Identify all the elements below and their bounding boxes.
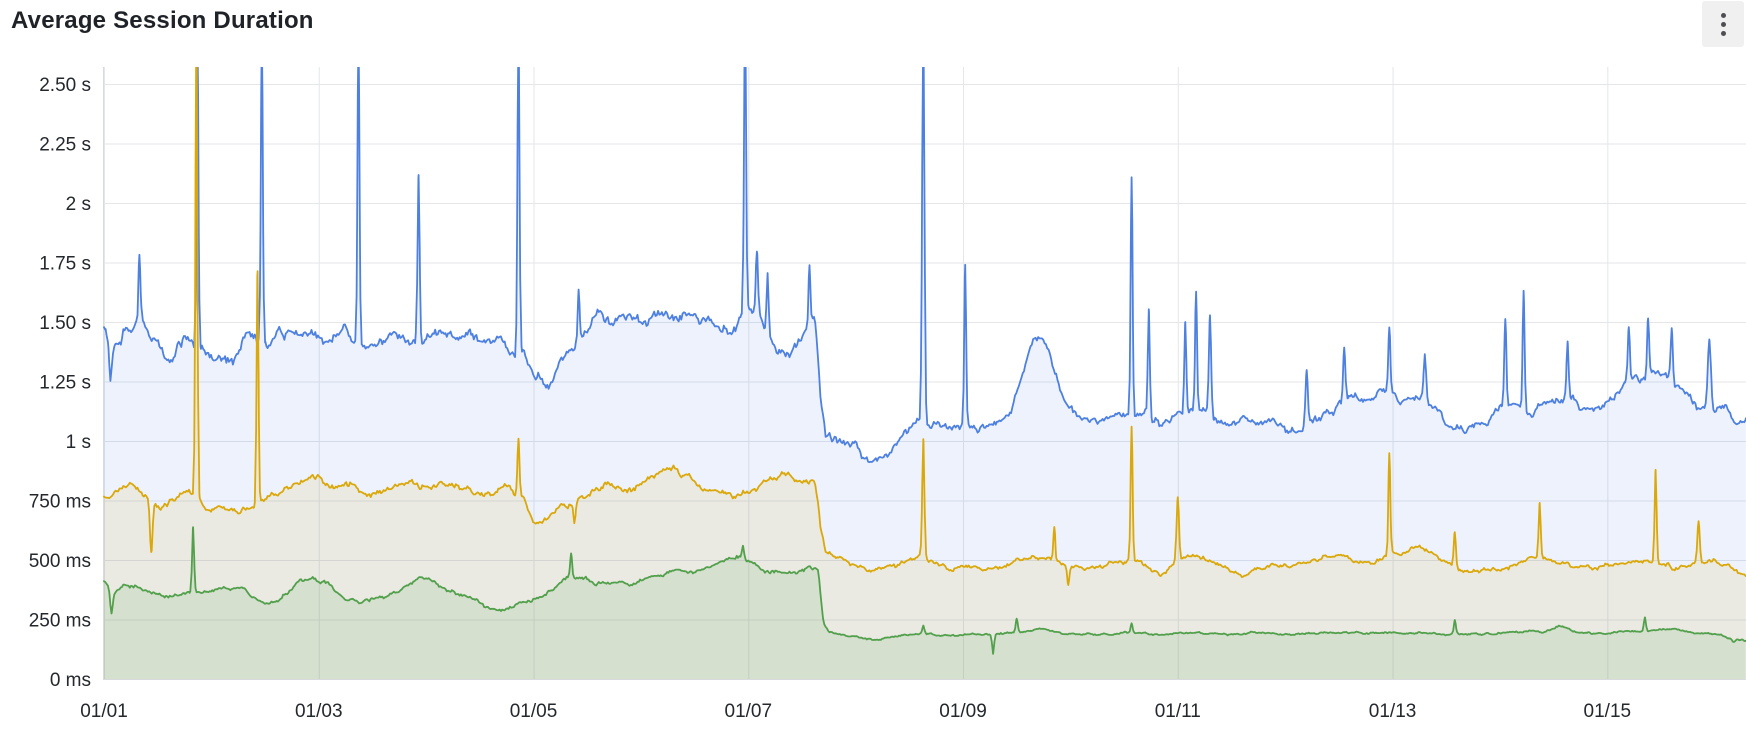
y-tick-label: 1 s bbox=[66, 432, 91, 453]
y-tick-label: 2.50 s bbox=[39, 75, 91, 96]
series-lines bbox=[103, 67, 1746, 655]
x-tick-label: 01/09 bbox=[939, 701, 987, 722]
grid-lines bbox=[103, 67, 1746, 680]
y-tick-label: 500 ms bbox=[29, 551, 91, 572]
y-tick-label: 750 ms bbox=[29, 492, 91, 513]
y-tick-label: 1.50 s bbox=[39, 313, 91, 334]
series-blue-area bbox=[104, 67, 1746, 679]
panel-title: Average Session Duration bbox=[11, 7, 314, 34]
y-tick-label: 250 ms bbox=[29, 611, 91, 632]
series-green-area bbox=[104, 527, 1746, 679]
series-yellow-area bbox=[104, 67, 1746, 679]
x-tick-label: 01/01 bbox=[80, 701, 128, 722]
kebab-vertical-icon bbox=[1720, 12, 1726, 36]
y-tick-label: 1.25 s bbox=[39, 373, 91, 394]
x-tick-label: 01/13 bbox=[1369, 701, 1417, 722]
panel-menu-button[interactable] bbox=[1702, 1, 1744, 47]
series-green-line bbox=[103, 526, 1746, 655]
y-tick-label: 1.75 s bbox=[39, 254, 91, 275]
series-yellow-line bbox=[103, 67, 1746, 586]
panel-header: Average Session Duration bbox=[0, 0, 1746, 48]
series-areas bbox=[104, 67, 1746, 679]
x-tick-label: 01/03 bbox=[295, 701, 343, 722]
axis-labels: 0 ms 250 ms 500 ms 750 ms 1 s 1.25 s 1.50 s 1.7… bbox=[29, 75, 1631, 722]
series-blue-line bbox=[103, 67, 1746, 464]
x-tick-label: 01/07 bbox=[725, 701, 773, 722]
y-tick-label: 2.25 s bbox=[39, 135, 91, 156]
x-tick-label: 01/05 bbox=[510, 701, 558, 722]
x-tick-label: 01/15 bbox=[1584, 701, 1632, 722]
y-tick-label: 2 s bbox=[66, 194, 91, 215]
x-tick-label: 01/11 bbox=[1155, 701, 1201, 722]
y-tick-label: 0 ms bbox=[50, 670, 91, 691]
